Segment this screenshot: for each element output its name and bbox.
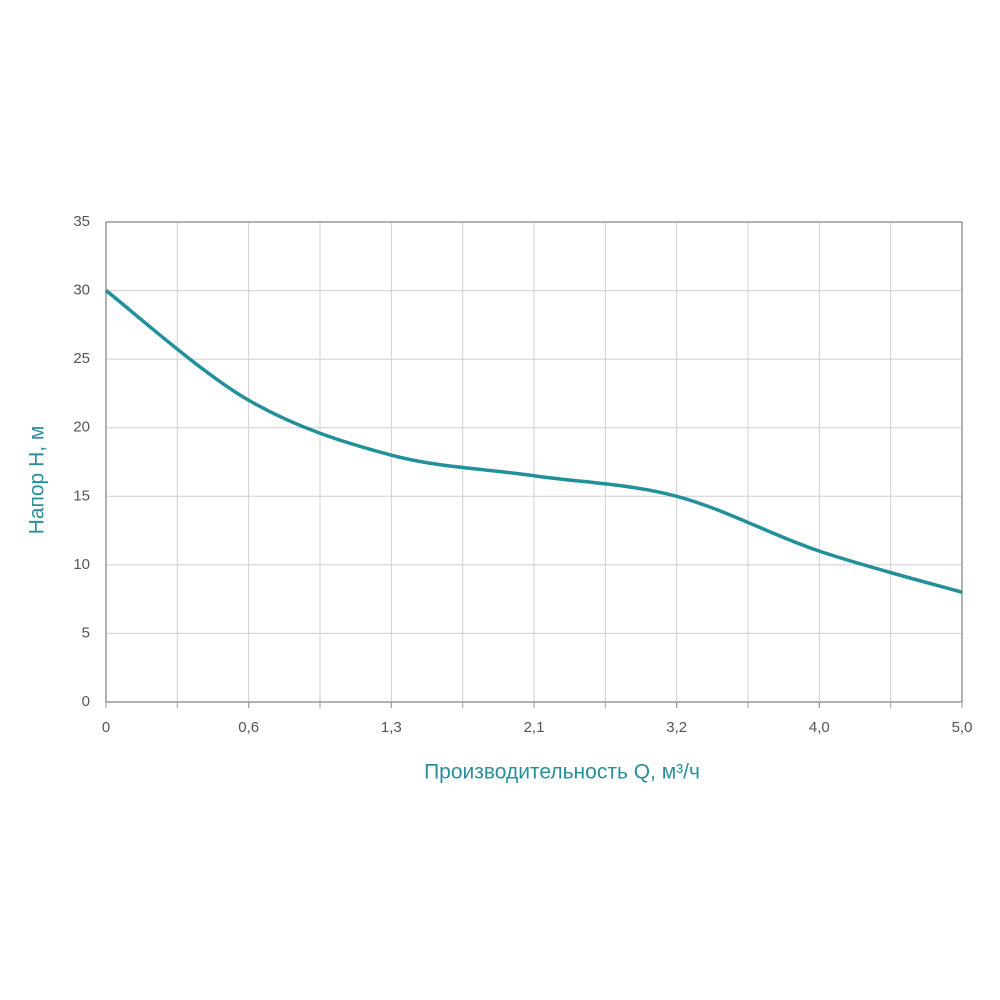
x-tick-label: 0,6 (238, 719, 259, 736)
y-tick-label: 20 (73, 419, 90, 436)
curve (104, 289, 963, 594)
x-tick-label: 0 (102, 719, 110, 736)
y-tick-label: 5 (82, 624, 90, 641)
x-tick-label: 5,0 (952, 719, 973, 736)
x-tick-label: 1,3 (381, 719, 402, 736)
y-tick-label: 30 (73, 282, 90, 299)
y-tick-label: 0 (82, 693, 90, 710)
x-tick-label: 2,1 (524, 719, 545, 736)
y-tick-label: 15 (73, 487, 90, 504)
x-tick-label: 3,2 (666, 719, 687, 736)
plot-frame (105, 221, 963, 703)
y-axis-title: Напор H, м (26, 426, 49, 535)
x-tick-label: 4,0 (809, 719, 830, 736)
y-tick-label: 10 (73, 556, 90, 573)
y-tick-label: 25 (73, 350, 90, 367)
x-axis-title: Производительность Q, м³/ч (424, 761, 700, 784)
y-tick-label: 35 (73, 213, 90, 230)
